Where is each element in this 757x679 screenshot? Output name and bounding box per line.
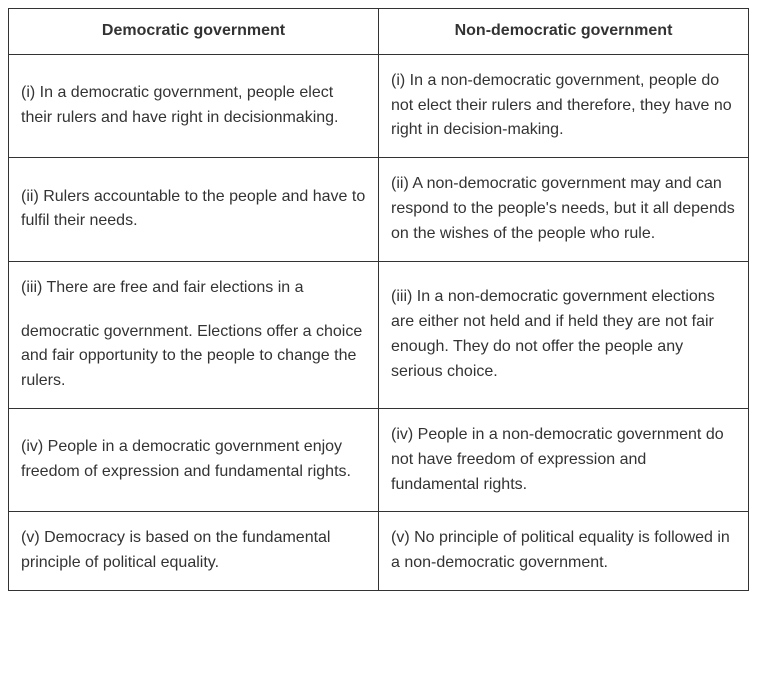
cell-democratic: (v) Democracy is based on the fundamenta…: [9, 512, 379, 591]
cell-non-democratic: (iv) People in a non-democratic governme…: [379, 408, 749, 511]
table-row: (ii) Rulers accountable to the people an…: [9, 158, 749, 261]
table-row: (v) Democracy is based on the fundamenta…: [9, 512, 749, 591]
table-header-row: Democratic government Non-democratic gov…: [9, 9, 749, 55]
blank-line: [21, 300, 366, 319]
cell-paragraph: (iii) There are free and fair elections …: [21, 276, 366, 301]
cell-democratic: (i) In a democratic government, people e…: [9, 54, 379, 157]
cell-non-democratic: (i) In a non-democratic government, peop…: [379, 54, 749, 157]
col-header-democratic: Democratic government: [9, 9, 379, 55]
cell-democratic: (iv) People in a democratic government e…: [9, 408, 379, 511]
cell-non-democratic: (ii) A non-democratic government may and…: [379, 158, 749, 261]
cell-democratic: (ii) Rulers accountable to the people an…: [9, 158, 379, 261]
cell-democratic: (iii) There are free and fair elections …: [9, 261, 379, 408]
table-row: (iii) There are free and fair elections …: [9, 261, 749, 408]
cell-non-democratic: (v) No principle of political equality i…: [379, 512, 749, 591]
comparison-table: Democratic government Non-democratic gov…: [8, 8, 749, 591]
table-row: (i) In a democratic government, people e…: [9, 54, 749, 157]
table-row: (iv) People in a democratic government e…: [9, 408, 749, 511]
cell-paragraph: democratic government. Elections offer a…: [21, 320, 366, 394]
col-header-non-democratic: Non-democratic government: [379, 9, 749, 55]
cell-non-democratic: (iii) In a non-democratic government ele…: [379, 261, 749, 408]
